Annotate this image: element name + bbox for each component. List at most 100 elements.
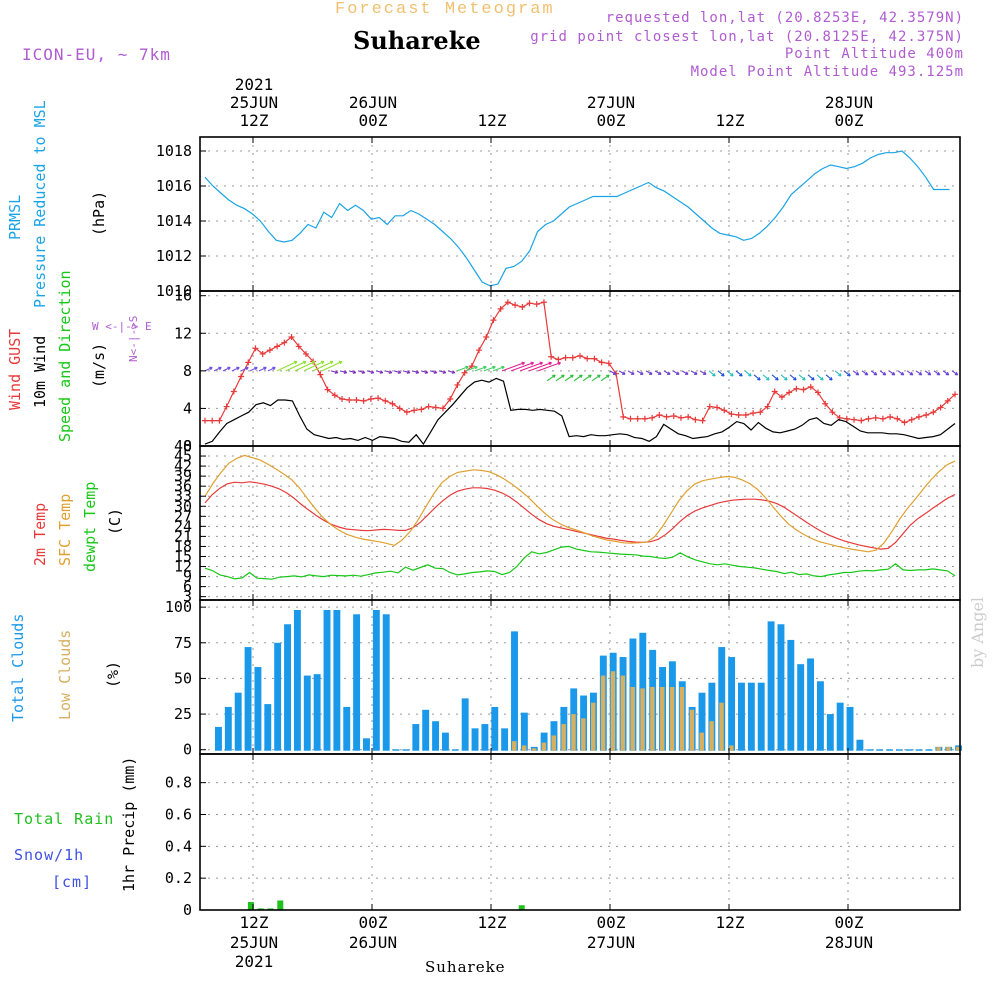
wind-arrow-head	[361, 370, 366, 374]
top-date-25jun: 25JUN	[229, 93, 279, 112]
y-tick-label: 1010	[156, 282, 192, 300]
wind-arrow-head	[649, 371, 653, 375]
wind-arrow-head	[936, 371, 941, 376]
total-clouds-bar	[412, 724, 420, 751]
gust-marker	[418, 406, 425, 413]
y-tick-label: 42	[174, 457, 192, 475]
gust-marker	[454, 381, 461, 388]
gust-marker	[851, 416, 858, 423]
total-clouds-bar	[698, 692, 706, 751]
wind-arrow-head	[954, 371, 959, 376]
total-clouds-bar	[540, 732, 548, 751]
gust-marker	[901, 419, 908, 426]
gust-marker	[627, 415, 634, 422]
y-tick-label: 30	[174, 497, 192, 515]
wind-arrow	[699, 370, 707, 375]
gust-marker	[814, 389, 821, 396]
total-clouds-bar	[293, 609, 301, 751]
top-date-27jun: 27JUN	[586, 93, 636, 112]
wind-arrow	[573, 374, 583, 382]
y-tick-label: 50	[174, 669, 192, 687]
gust-marker	[807, 383, 814, 390]
wind-arrow	[321, 361, 343, 372]
wind-arrow-head	[658, 371, 662, 375]
total-clouds-bar	[757, 682, 765, 751]
gust-marker	[439, 405, 446, 412]
y-tick-label: 0.6	[165, 805, 192, 823]
wind-arrow	[465, 366, 478, 372]
wind-arrow	[816, 374, 824, 381]
total-clouds-bar	[215, 726, 222, 751]
wind-arrow-head	[864, 371, 869, 376]
y-tick-label: 0	[183, 901, 192, 919]
top-date-28jun: 28JUN	[824, 93, 874, 112]
wind-arrow-head	[945, 371, 950, 376]
total-clouds-bar	[915, 749, 923, 751]
gust-marker	[230, 388, 237, 395]
wind-arrow	[258, 366, 267, 372]
wind-arrow	[771, 374, 779, 381]
low-clouds-bar	[600, 675, 606, 751]
wind10-line	[204, 377, 956, 446]
total-clouds-bar	[511, 631, 518, 751]
total-clouds-bar	[284, 624, 291, 751]
y-tick-label: 15	[174, 547, 192, 565]
rain-bar	[277, 900, 284, 910]
total-clouds-bar	[451, 749, 459, 751]
wind-arrow	[933, 370, 941, 376]
y-tick-label: 16	[174, 287, 192, 305]
gust-marker	[512, 302, 519, 309]
gust-marker	[331, 392, 338, 399]
wind-arrow-head	[293, 360, 298, 365]
wind-arrow-head	[352, 370, 357, 374]
gust-marker	[339, 396, 346, 403]
total-clouds-bar	[333, 609, 341, 751]
top-tick-12z-26: 12Z	[477, 111, 507, 130]
low-clouds-bar	[521, 745, 527, 751]
gust-marker	[778, 394, 785, 401]
wind-arrow	[744, 370, 752, 377]
wind-arrow-head	[370, 370, 375, 374]
gust-marker	[540, 299, 547, 306]
wind-arrow	[690, 370, 698, 375]
wind-arrow	[546, 374, 556, 382]
total-clouds-bar	[244, 647, 252, 751]
wind-arrow-head	[909, 371, 914, 376]
location-title: Suhareke	[353, 26, 481, 55]
t2m-line	[204, 481, 956, 550]
gust-marker	[670, 412, 677, 419]
wind-arrow	[204, 366, 213, 372]
bottom-tick-00z-28: 00Z	[834, 913, 864, 932]
bottom-date-27jun: 27JUN	[586, 933, 636, 952]
gust-marker	[266, 347, 273, 354]
wind-arrow	[906, 370, 914, 376]
wind-arrow-head	[784, 376, 788, 381]
point-altitude: Point Altitude 400m	[784, 46, 964, 62]
total-clouds-bar	[392, 749, 400, 751]
wind-arrow	[438, 370, 446, 374]
total-clouds-bar	[402, 749, 410, 751]
wind-arrow	[375, 370, 383, 374]
wind-arrow	[564, 374, 574, 382]
wind-arrow-head	[775, 376, 779, 381]
low-clouds-bar	[729, 745, 734, 751]
wind-arrow	[366, 370, 374, 374]
wind-arrow	[492, 366, 505, 372]
gust-line	[205, 301, 956, 424]
y-tick-label: 36	[174, 477, 192, 495]
total-clouds-bar	[826, 714, 834, 751]
total-clouds-bar	[836, 702, 844, 751]
wind-arrow-head	[272, 366, 276, 371]
rain-legend: Total Rain	[14, 810, 115, 828]
wind-arrow	[591, 374, 601, 382]
gust-marker	[677, 414, 684, 421]
low-clouds-bar	[630, 686, 635, 751]
total-clouds-bar	[708, 682, 716, 751]
gust-marker	[641, 415, 648, 422]
wind-arrow	[942, 370, 950, 376]
wind-arrow-head	[397, 370, 402, 374]
top-year-label: 2021	[234, 75, 274, 94]
wind-arrow-head	[415, 370, 420, 374]
wind-arrow	[852, 370, 860, 376]
